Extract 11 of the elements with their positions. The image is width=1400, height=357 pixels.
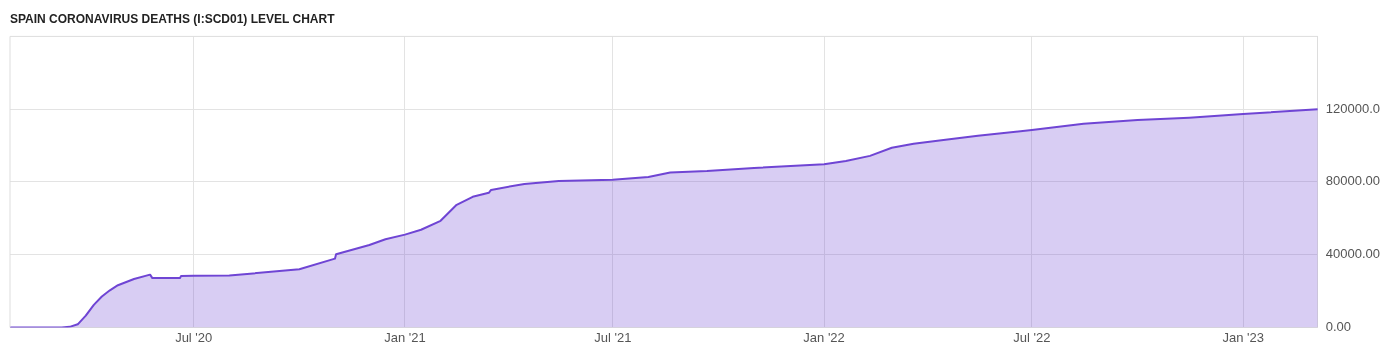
x-tick-label: Jul '20: [175, 329, 213, 345]
y-tick-label: 80000.00: [1325, 173, 1381, 189]
x-tick-label: Jan '23: [1222, 329, 1264, 345]
chart-title: SPAIN CORONAVIRUS DEATHS (I:SCD01) LEVEL CHART: [10, 11, 336, 26]
x-tick-label: Jul '21: [594, 329, 632, 345]
y-tick-label: 120000.0: [1325, 100, 1381, 116]
x-tick-label: Jan '22: [803, 329, 845, 345]
y-tick-label: 40000.00: [1325, 246, 1381, 262]
x-tick-label: Jul '22: [1013, 329, 1051, 345]
y-tick-label: 0.00: [1325, 318, 1352, 334]
x-tick-label: Jan '21: [384, 329, 426, 345]
